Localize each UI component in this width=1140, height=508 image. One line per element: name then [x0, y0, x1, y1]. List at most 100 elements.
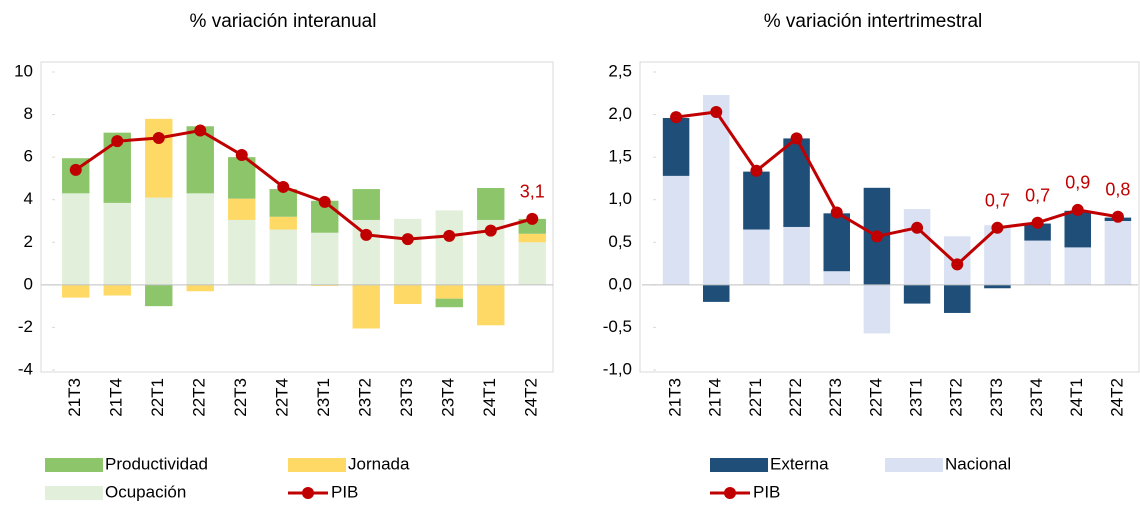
- bar: [435, 284, 463, 299]
- data-label: 0,7: [1025, 185, 1050, 205]
- bar: [352, 189, 380, 220]
- x-tick-label: 23T4: [1027, 378, 1046, 417]
- legend-swatch: [710, 458, 768, 472]
- y-tick-label: 4: [24, 189, 33, 208]
- x-tick-label: 21T4: [706, 378, 725, 417]
- bar: [662, 117, 690, 176]
- y-tick-label: 2,0: [608, 104, 632, 123]
- bar: [145, 197, 173, 285]
- bar: [145, 284, 173, 307]
- bar: [783, 226, 810, 285]
- x-tick-label: 21T3: [65, 378, 84, 417]
- x-tick-label: 22T1: [746, 378, 765, 417]
- bar: [903, 284, 931, 304]
- bar: [269, 189, 297, 217]
- x-tick-label: 22T2: [786, 378, 805, 417]
- bar: [103, 284, 131, 296]
- bar: [477, 284, 505, 326]
- bar: [1104, 221, 1132, 285]
- chart-title: % variación intertrimestral: [764, 11, 983, 32]
- marker: [870, 230, 883, 243]
- y-tick-label: -4: [18, 359, 33, 378]
- chart-title: % variación interanual: [190, 11, 377, 32]
- marker: [318, 195, 331, 208]
- bar: [984, 225, 1011, 285]
- marker: [152, 131, 165, 144]
- legend-swatch: [45, 486, 103, 500]
- marker: [235, 149, 248, 162]
- data-label: 0,9: [1065, 173, 1090, 193]
- marker: [750, 164, 763, 177]
- bar: [62, 193, 90, 285]
- bar: [311, 284, 339, 286]
- bar: [863, 284, 891, 334]
- x-tick-label: 24T1: [480, 378, 499, 417]
- bar: [103, 202, 131, 285]
- y-tick-label: 0,5: [608, 232, 632, 251]
- data-label: 0,8: [1105, 179, 1130, 199]
- bar: [1064, 210, 1092, 248]
- bar: [823, 213, 851, 272]
- x-tick-label: 23T2: [947, 378, 966, 417]
- bar: [518, 218, 546, 234]
- marker: [277, 180, 290, 193]
- x-tick-label: 24T1: [1067, 378, 1086, 417]
- legend-label: PIB: [331, 482, 358, 501]
- x-tick-label: 22T2: [190, 378, 209, 417]
- y-tick-label: 6: [24, 147, 33, 166]
- bar: [984, 284, 1011, 289]
- y-tick-label: 0: [24, 274, 33, 293]
- y-tick-label: 10: [14, 61, 33, 80]
- legend-label: Nacional: [945, 454, 1011, 473]
- bar: [228, 219, 256, 285]
- bar: [477, 188, 505, 220]
- bar: [1024, 223, 1051, 241]
- data-label: 3,1: [520, 182, 545, 202]
- x-tick-label: 23T1: [314, 378, 333, 417]
- bar: [311, 232, 339, 285]
- bar: [903, 209, 931, 285]
- x-tick-label: 22T4: [866, 378, 885, 417]
- legend-swatch: [885, 458, 943, 472]
- marker: [1031, 216, 1044, 229]
- bar: [269, 216, 297, 230]
- legend-label: Jornada: [348, 454, 410, 473]
- y-tick-label: -2: [18, 317, 33, 336]
- marker: [360, 228, 373, 241]
- y-tick-label: 8: [24, 104, 33, 123]
- marker: [710, 106, 723, 119]
- bar: [186, 284, 214, 292]
- legend-label: PIB: [753, 482, 780, 501]
- line: [675, 110, 1119, 267]
- bar: [1064, 247, 1092, 285]
- x-tick-label: 21T3: [666, 378, 685, 417]
- bar: [518, 242, 546, 285]
- y-tick-label: -0,5: [603, 317, 632, 336]
- x-tick-label: 23T2: [356, 378, 375, 417]
- legend-label: Ocupación: [105, 482, 186, 501]
- bar: [269, 229, 297, 285]
- legend-label: Externa: [770, 454, 829, 473]
- x-tick-label: 22T3: [231, 378, 250, 417]
- bar: [435, 210, 463, 285]
- y-tick-label: 0,0: [608, 274, 632, 293]
- legend-swatch: [288, 458, 346, 472]
- legend-swatch: [45, 458, 103, 472]
- marker: [670, 111, 683, 124]
- marker: [1071, 203, 1084, 216]
- marker: [951, 258, 964, 271]
- bar: [228, 198, 256, 220]
- legend-marker: [724, 487, 736, 499]
- y-tick-label: -1,0: [603, 359, 632, 378]
- x-tick-label: 22T3: [826, 378, 845, 417]
- x-tick-label: 24T2: [1107, 378, 1126, 417]
- x-tick-label: 23T4: [439, 378, 458, 417]
- legend-label: Productividad: [105, 454, 208, 473]
- marker: [790, 132, 803, 145]
- bar: [352, 284, 380, 329]
- data-label: 0,7: [985, 191, 1010, 211]
- bar: [662, 175, 690, 285]
- bar: [435, 298, 463, 308]
- y-tick-label: 1,0: [608, 189, 632, 208]
- bar: [702, 284, 730, 302]
